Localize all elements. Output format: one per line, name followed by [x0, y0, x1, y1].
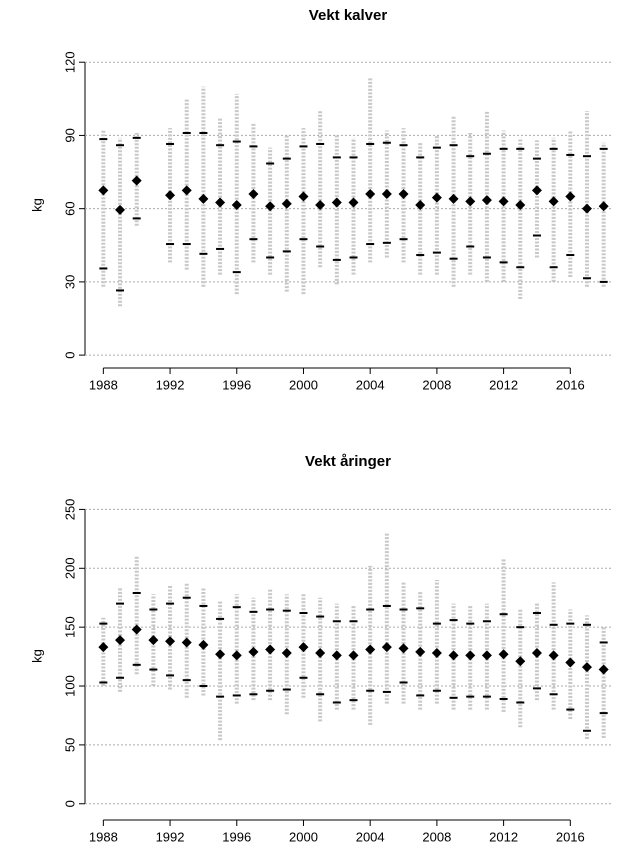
mean-marker	[265, 201, 276, 212]
mean-marker	[448, 650, 459, 661]
mean-marker	[315, 648, 326, 659]
mean-marker	[131, 175, 142, 186]
y-tick-label: 60	[62, 201, 77, 215]
mean-marker	[298, 642, 309, 653]
mean-marker	[181, 185, 192, 196]
x-tick-label: 2004	[356, 829, 385, 844]
mean-marker	[431, 192, 442, 203]
mean-marker	[231, 650, 242, 661]
mean-marker	[131, 624, 142, 635]
y-tick-label: 120	[62, 51, 77, 73]
x-tick-label: 1996	[222, 377, 251, 392]
mean-marker	[198, 193, 209, 204]
mean-marker	[598, 201, 609, 212]
mean-marker	[565, 657, 576, 668]
x-tick-label: 1992	[156, 829, 185, 844]
mean-marker	[415, 200, 426, 210]
mean-marker	[498, 649, 509, 660]
mean-marker	[465, 650, 476, 661]
mean-marker	[248, 189, 259, 200]
mean-marker	[565, 191, 576, 202]
mean-marker	[115, 635, 126, 646]
x-tick-label: 2016	[556, 377, 585, 392]
mean-marker	[531, 185, 542, 196]
mean-marker	[165, 636, 176, 647]
mean-marker	[331, 650, 342, 661]
mean-marker	[381, 642, 392, 653]
x-tick-label: 1996	[222, 829, 251, 844]
mean-marker	[531, 648, 542, 659]
mean-marker	[98, 642, 109, 653]
y-tick-label: 100	[62, 675, 77, 697]
x-tick-label: 1988	[89, 829, 118, 844]
mean-marker	[248, 646, 259, 657]
mean-marker	[231, 200, 242, 210]
mean-marker	[315, 200, 326, 210]
mean-marker	[298, 191, 309, 202]
mean-marker	[481, 650, 492, 661]
x-tick-label: 2012	[489, 829, 518, 844]
mean-marker	[215, 649, 226, 660]
mean-marker	[381, 189, 392, 200]
x-tick-label: 2000	[289, 829, 318, 844]
mean-marker	[398, 643, 409, 654]
mean-marker	[465, 196, 476, 207]
x-tick-label: 1992	[156, 377, 185, 392]
y-tick-label: 0	[62, 800, 77, 807]
mean-marker	[148, 635, 159, 646]
mean-marker	[98, 185, 109, 196]
mean-marker	[281, 198, 292, 209]
y-tick-label: 150	[62, 616, 77, 638]
y-tick-label: 250	[62, 499, 77, 521]
mean-marker	[415, 646, 426, 657]
mean-marker	[515, 656, 526, 667]
x-tick-label: 2016	[556, 829, 585, 844]
mean-marker	[165, 190, 176, 201]
chart: Vekt åringer kg 0 50 100 150 200 250 1988 1992 199…	[29, 453, 612, 844]
y-axis-label: kg	[29, 649, 44, 663]
x-tick-label: 2004	[356, 377, 385, 392]
y-tick-label: 50	[62, 738, 77, 752]
x-tick-label: 2012	[489, 377, 518, 392]
mean-marker	[215, 197, 226, 208]
mean-marker	[448, 193, 459, 204]
mean-marker	[498, 196, 509, 207]
y-tick-label: 0	[62, 352, 77, 359]
mean-marker	[348, 197, 359, 208]
chart-title: Vekt åringer	[305, 453, 391, 470]
mean-marker	[515, 200, 526, 210]
mean-marker	[281, 648, 292, 659]
mean-marker	[581, 662, 592, 673]
mean-marker	[265, 644, 276, 655]
chart: Vekt kalver kg 0 30 60 90 120 1988 1992 1996 2000 2…	[29, 7, 612, 392]
mean-marker	[198, 639, 209, 650]
mean-marker	[398, 189, 409, 200]
mean-marker	[548, 650, 559, 661]
mean-marker	[481, 195, 492, 206]
chart-title: Vekt kalver	[309, 7, 388, 24]
y-tick-label: 30	[62, 275, 77, 289]
x-tick-label: 2000	[289, 377, 318, 392]
mean-marker	[598, 664, 609, 675]
x-tick-label: 2008	[422, 829, 451, 844]
y-axis-label: kg	[29, 198, 44, 212]
mean-marker	[181, 637, 192, 648]
mean-marker	[331, 197, 342, 208]
y-tick-label: 200	[62, 557, 77, 579]
mean-marker	[348, 650, 359, 661]
x-tick-label: 1988	[89, 377, 118, 392]
mean-marker	[365, 189, 376, 200]
mean-marker	[548, 196, 559, 207]
mean-marker	[365, 644, 376, 655]
y-tick-label: 90	[62, 128, 77, 142]
mean-marker	[581, 203, 592, 214]
mean-marker	[431, 648, 442, 659]
mean-marker	[115, 204, 126, 215]
x-tick-label: 2008	[422, 377, 451, 392]
